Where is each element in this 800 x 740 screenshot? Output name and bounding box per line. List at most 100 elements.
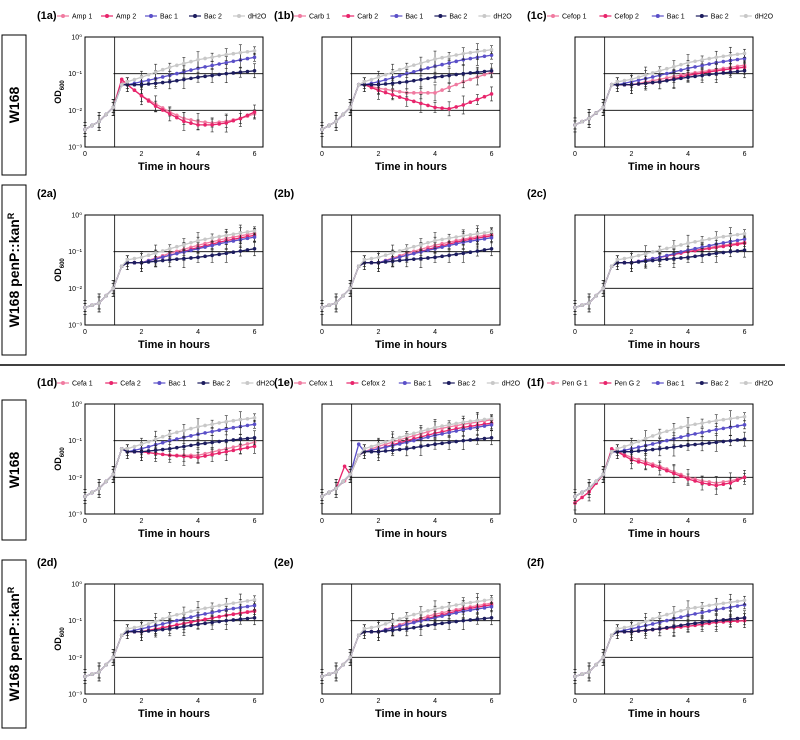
data-point [629,77,634,82]
data-point [461,601,466,606]
data-point [742,598,747,603]
panel-2b: (2b) 0 2 4 6 Time in hours [274,188,501,351]
data-point [489,68,494,73]
y-tick-label: 10⁻¹ [68,249,82,256]
data-point [468,71,473,75]
data-point [594,111,598,115]
data-point [489,597,494,602]
data-point [700,481,704,485]
data-point [189,240,193,245]
data-point [665,78,669,83]
data-point [189,620,193,624]
data-point [356,442,361,447]
data-point [433,255,437,260]
data-point [728,438,733,443]
data-point [489,235,494,240]
data-point [482,248,487,252]
data-point [196,75,200,80]
data-point [175,430,179,435]
data-point [665,246,669,251]
y-axis-label: OD600 [53,447,66,471]
data-point [650,442,655,446]
data-point [132,629,137,634]
panel-2a: (2a) 0 2 4 6 10⁰ 10⁻¹ 10⁻² 10⁻³ OD600 Time in hour… [37,188,264,351]
data-point [629,255,634,260]
x-tick-label: 2 [630,698,634,705]
data-point [175,618,179,623]
data-point [714,71,719,76]
legend-item: Bac 1 [145,14,178,21]
data-point [245,69,250,74]
data-point [735,424,740,428]
data-point [404,258,409,262]
data-point [252,603,257,608]
data-point [376,624,381,629]
x-tick-label: 2 [377,518,381,525]
data-point [643,73,648,77]
data-point [97,486,101,491]
data-point [489,423,494,427]
data-point [320,127,324,132]
data-point [167,447,172,451]
data-point [167,614,172,619]
data-point [132,625,137,630]
data-point [224,251,229,256]
legend-item: Bac 2 [434,14,467,21]
data-point [153,104,158,108]
data-point [714,618,719,623]
x-tick-label: 6 [743,151,747,158]
legend-marker [743,14,748,18]
data-point [475,249,480,253]
data-point [742,414,747,419]
data-point [153,448,158,453]
data-point [742,51,747,56]
data-point [390,251,395,255]
panel-label: (1f) [527,377,544,389]
data-point [482,230,487,235]
data-point [426,435,430,439]
series-grey [573,593,747,681]
x-axis-label: Time in hours [138,161,210,173]
data-point [735,249,740,253]
data-point [182,77,186,82]
panel-label: (2f) [527,557,544,569]
data-point [622,78,627,83]
data-point [482,94,487,99]
data-point [489,416,494,421]
data-point [189,121,193,125]
data-point [210,422,214,426]
legend-marker [394,14,399,18]
data-point [580,490,584,495]
data-point [447,54,451,59]
legend-item: dH2O [241,381,275,388]
data-point [125,80,130,84]
data-point [482,598,487,603]
data-point [369,629,374,634]
data-point [461,234,466,238]
data-point [196,442,200,447]
data-point [615,627,620,631]
y-tick-label: 10⁻² [68,655,82,662]
data-point [217,54,222,58]
legend-item: Bac 1 [651,381,685,388]
data-point [167,432,172,437]
data-point [412,91,416,95]
x-tick-label: 0 [320,329,324,336]
series-bac-2 [573,63,747,133]
data-point [742,615,747,620]
data-point [454,252,459,257]
data-point [700,610,704,615]
x-axis-label: Time in hours [375,528,447,540]
y-axis-label-main: OD [53,457,63,471]
row-label-1-text: W168 [6,87,22,124]
data-point [252,246,257,251]
data-point [397,617,402,621]
data-point [679,608,683,613]
data-point [615,447,620,451]
y-axis-label-sub: 600 [60,627,66,638]
data-point [707,619,712,624]
x-tick-label: 4 [196,698,200,705]
data-point [146,444,151,449]
data-point [231,232,236,236]
data-point [693,605,697,610]
